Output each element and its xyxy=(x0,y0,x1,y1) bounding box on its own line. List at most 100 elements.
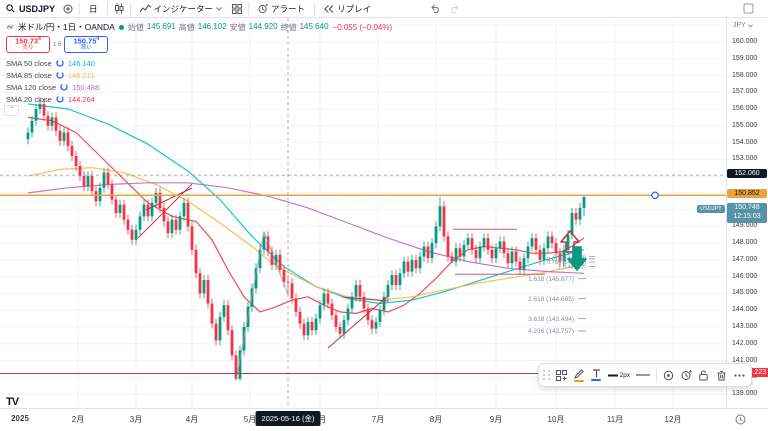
drawing-handle[interactable] xyxy=(652,192,658,198)
more-icon[interactable] xyxy=(731,366,747,384)
time-axis-label: 5月 xyxy=(244,414,256,425)
sma-value: 146.211 xyxy=(68,71,95,80)
symbol-price-tag: USDJPY xyxy=(697,205,725,213)
line-style-button[interactable] xyxy=(634,366,652,384)
buy-button[interactable]: 150.754 買い xyxy=(64,36,108,53)
lock-icon[interactable] xyxy=(696,366,712,384)
spinner-icon xyxy=(60,83,68,91)
hline-price-badge[interactable]: 150.852 xyxy=(727,189,767,198)
fib-level-label: 1.618 (145.877) xyxy=(528,276,574,283)
sma-value: 144.264 xyxy=(68,95,95,104)
sma-value: 146.140 xyxy=(68,59,95,68)
legend-collapse-button[interactable]: ⌃ xyxy=(4,105,19,116)
ohlc-value: 145.691 xyxy=(147,22,176,33)
replay-label: リプレイ xyxy=(337,3,371,15)
price-axis-label: 145.000 xyxy=(732,289,757,296)
time-axis-label: 3月 xyxy=(130,414,142,425)
undo-icon[interactable] xyxy=(430,4,441,13)
sma-line[interactable] xyxy=(28,104,584,304)
ohlc-label: 安値 xyxy=(230,22,246,33)
compare-add-icon[interactable] xyxy=(63,4,73,14)
redo-icon[interactable] xyxy=(449,4,460,13)
clock-icon[interactable] xyxy=(735,414,746,425)
settings-icon[interactable] xyxy=(661,366,677,384)
fib-trendline[interactable] xyxy=(264,231,288,294)
ohlc-value: 144.920 xyxy=(249,22,278,33)
price-axis-label: 144.000 xyxy=(732,306,757,313)
price-axis-label: 139.000 xyxy=(732,390,757,397)
time-axis-label: 2月 xyxy=(72,414,84,425)
spinner-icon xyxy=(56,71,64,79)
price-axis-label: 157.000 xyxy=(732,88,757,95)
thickness-label: 2px xyxy=(620,372,630,379)
symbol-logo xyxy=(6,23,14,31)
price-axis-label: 146.000 xyxy=(732,273,757,280)
add-alert-icon[interactable] xyxy=(679,366,695,384)
sell-price-sup: 8 xyxy=(38,36,41,42)
sma-label: SMA 120 close xyxy=(6,83,56,92)
indicator-icon xyxy=(140,4,151,14)
currency-selector[interactable]: JPY xyxy=(733,22,753,29)
chevron-down-icon xyxy=(216,7,222,11)
bar-countdown: 12:15:03 xyxy=(727,213,767,222)
fib-level-label: 3.618 (143.494) xyxy=(528,316,574,323)
indicator-templates-icon[interactable] xyxy=(232,4,242,14)
divider xyxy=(107,3,108,15)
alert-label: アラート xyxy=(271,3,305,15)
last-price: 150.748 xyxy=(727,204,767,213)
interval-button[interactable]: 日 xyxy=(86,3,101,15)
ohlc-label: 始値 xyxy=(128,22,144,33)
spread-value: 1.6 xyxy=(53,42,61,48)
price-axis-label: 153.000 xyxy=(732,155,757,162)
tradingview-logo[interactable]: TV xyxy=(6,396,18,408)
line-thickness-button[interactable]: 2px xyxy=(606,366,632,384)
market-open-dot xyxy=(119,25,124,30)
symbol-title[interactable]: 米ドル/円・1日・OANDA xyxy=(18,21,115,33)
ohlc-value: 145.640 xyxy=(300,22,329,33)
divider xyxy=(248,3,249,15)
sell-button[interactable]: 150.738 売り xyxy=(6,36,50,53)
search-icon[interactable] xyxy=(6,4,15,13)
alert-button[interactable]: アラート xyxy=(255,3,308,15)
sma-line[interactable] xyxy=(28,117,584,313)
price-axis-label: 147.000 xyxy=(732,256,757,263)
ohlc-label: 高値 xyxy=(179,22,195,33)
price-axis-label: 159.000 xyxy=(732,55,757,62)
template-icon[interactable] xyxy=(553,366,569,384)
time-axis[interactable]: 20252月3月4月5月6月7月8月9月10月11月12月 2025-05-16… xyxy=(0,408,768,431)
time-axis-label: 8月 xyxy=(430,414,442,425)
indicators-button[interactable]: インジケーター xyxy=(137,3,226,15)
crosshair-date-tooltip: 2025-05-16 (金) xyxy=(256,411,321,426)
pencil-icon[interactable] xyxy=(571,366,587,384)
fib-level-label: 4.236 (142.757) xyxy=(528,328,574,335)
divider xyxy=(656,368,657,382)
candles-icon[interactable] xyxy=(114,3,124,14)
change-value: −0.055 (−0.04%) xyxy=(333,23,393,32)
delete-icon[interactable] xyxy=(714,366,730,384)
fullscreen-icon[interactable] xyxy=(743,3,754,14)
replay-button[interactable]: リプレイ xyxy=(321,3,374,15)
top-toolbar: USDJPY 日 インジケーター アラート リプレイ xyxy=(0,0,768,18)
chevron-down-icon xyxy=(748,24,753,28)
divider xyxy=(130,3,131,15)
fib-level-label: 2.618 (144.685) xyxy=(528,296,574,303)
buy-price-sup: 4 xyxy=(96,36,99,42)
symbol-search-button[interactable]: USDJPY xyxy=(19,4,55,14)
drag-handle[interactable] xyxy=(543,366,551,384)
time-axis-label: 11月 xyxy=(607,414,623,425)
price-axis-label: 143.000 xyxy=(732,323,757,330)
price-axis-label: 148.000 xyxy=(732,239,757,246)
indicators-label: インジケーター xyxy=(154,3,214,15)
time-axis-label: 4月 xyxy=(186,414,198,425)
time-axis-label: 2025 xyxy=(11,414,29,423)
crosshair-price-badge: 152.060 xyxy=(727,169,767,178)
buy-label: 買い xyxy=(81,46,92,52)
text-tool-icon[interactable] xyxy=(588,366,604,384)
